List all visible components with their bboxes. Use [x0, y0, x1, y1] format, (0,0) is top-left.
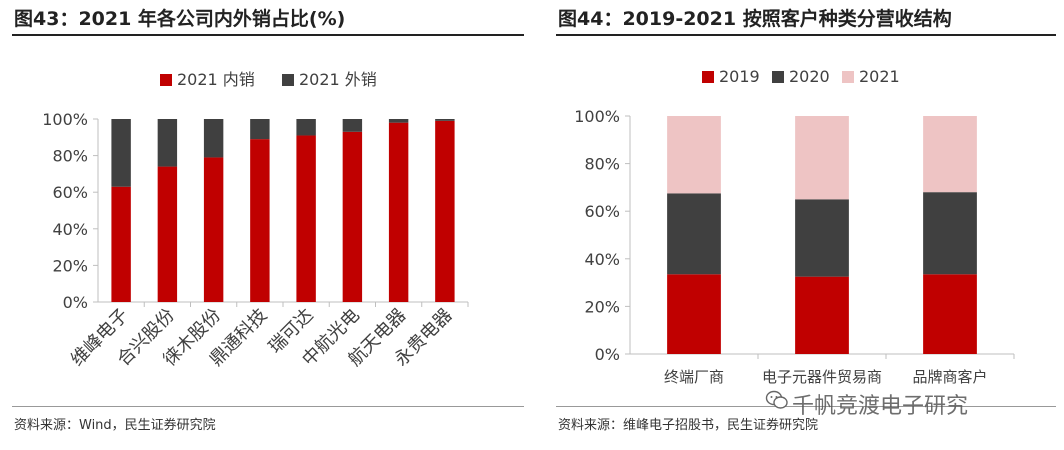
right-y-tick-label: 80%: [584, 155, 620, 174]
left-y-tick-label: 40%: [52, 220, 88, 239]
right-bar-segment: [923, 116, 977, 193]
left-bar-segment: [342, 131, 363, 302]
source-note-left: 资料来源：Wind，民生证券研究院: [14, 418, 216, 433]
left-legend: 2021 内销 2021 外销: [160, 70, 377, 89]
right-legend-swatch: [842, 71, 854, 83]
right-legend-label: 2019: [719, 67, 760, 86]
left-legend-label: 2021 外销: [299, 70, 377, 89]
right-bar-segment: [795, 199, 849, 277]
right-legend-swatch: [702, 71, 714, 83]
left-bar-segment: [388, 122, 409, 302]
title-divider-left: [12, 34, 524, 36]
left-legend-label: 2021 内销: [177, 70, 255, 89]
left-bar-segment: [111, 119, 131, 187]
left-y-tick-label: 100%: [42, 110, 88, 129]
right-x-tick-label: 电子元器件贸易商: [762, 368, 882, 386]
right-x-tick-label: 品牌商客户: [912, 368, 987, 386]
source-note-right: 资料来源：维峰电子招股书，民生证券研究院: [558, 418, 819, 433]
left-bar-segment: [388, 119, 409, 123]
left-legend-swatch: [160, 74, 172, 86]
source-divider-right: [556, 406, 1056, 407]
right-bar-segment: [795, 116, 849, 200]
right-x-tick-label: 终端厂商: [664, 368, 724, 386]
left-bar-segment: [157, 119, 178, 167]
left-y-tick-label: 20%: [52, 256, 88, 275]
bar-chart-right: 2019 2020 2021 0% 20% 40% 60% 80% 100% 终端厂商 电子元器件贸…: [574, 67, 1015, 386]
right-y-tick-label: 40%: [584, 250, 620, 269]
left-bar-segment: [296, 135, 316, 302]
left-bar-segment: [111, 186, 131, 302]
left-bar-segment: [250, 139, 270, 302]
left-bar-segment: [435, 120, 455, 302]
right-y-tick-label: 20%: [584, 297, 620, 316]
bar-chart-left: 2021 内销 2021 外销0%20%40%60%80%100%维峰电子合兴股份…: [42, 70, 469, 370]
right-y-tick-label: 0%: [595, 345, 620, 364]
left-bar-segment: [157, 166, 178, 302]
left-bar-segment: [296, 119, 316, 136]
right-bar-segment: [667, 193, 721, 275]
title-divider-right: [556, 34, 1056, 36]
left-y-tick-label: 80%: [52, 147, 88, 166]
left-bar-segment: [203, 157, 224, 302]
left-bar-segment: [203, 119, 224, 158]
source-divider-left: [12, 406, 524, 407]
right-bar-segment: [667, 274, 721, 354]
right-legend-label: 2020: [789, 67, 830, 86]
right-bar-segment: [923, 274, 977, 354]
left-y-tick-label: 60%: [52, 183, 88, 202]
left-y-tick-label: 0%: [63, 293, 88, 312]
right-y-tick-label: 60%: [584, 202, 620, 221]
right-bar-segment: [923, 192, 977, 275]
right-legend-swatch: [772, 71, 784, 83]
left-legend-swatch: [282, 74, 294, 86]
right-y-tick-label: 100%: [574, 107, 620, 126]
chart-panel-left: 图43：2021 年各公司内外销占比(%) 2021 内销 2021 外销 0% 20…: [12, 8, 524, 433]
left-bar-segment: [250, 119, 270, 140]
right-legend: 2019 2020 2021: [702, 67, 900, 86]
left-bar-segment: [435, 119, 455, 121]
chart-title-right: 图44：2019-2021 按照客户种类分营收结构: [558, 8, 952, 30]
right-bar-segment: [667, 116, 721, 194]
right-legend-label: 2021: [859, 67, 900, 86]
wechat-icon: [765, 390, 788, 409]
chart-title-left: 图43：2021 年各公司内外销占比(%): [14, 8, 346, 30]
watermark-text: 千帆竞渡电子研究: [792, 394, 969, 419]
left-bar-segment: [342, 119, 363, 132]
chart-panel-right: 图44：2019-2021 按照客户种类分营收结构 2019 2020 2021 0%…: [544, 0, 1064, 450]
right-bar-segment: [795, 276, 849, 354]
